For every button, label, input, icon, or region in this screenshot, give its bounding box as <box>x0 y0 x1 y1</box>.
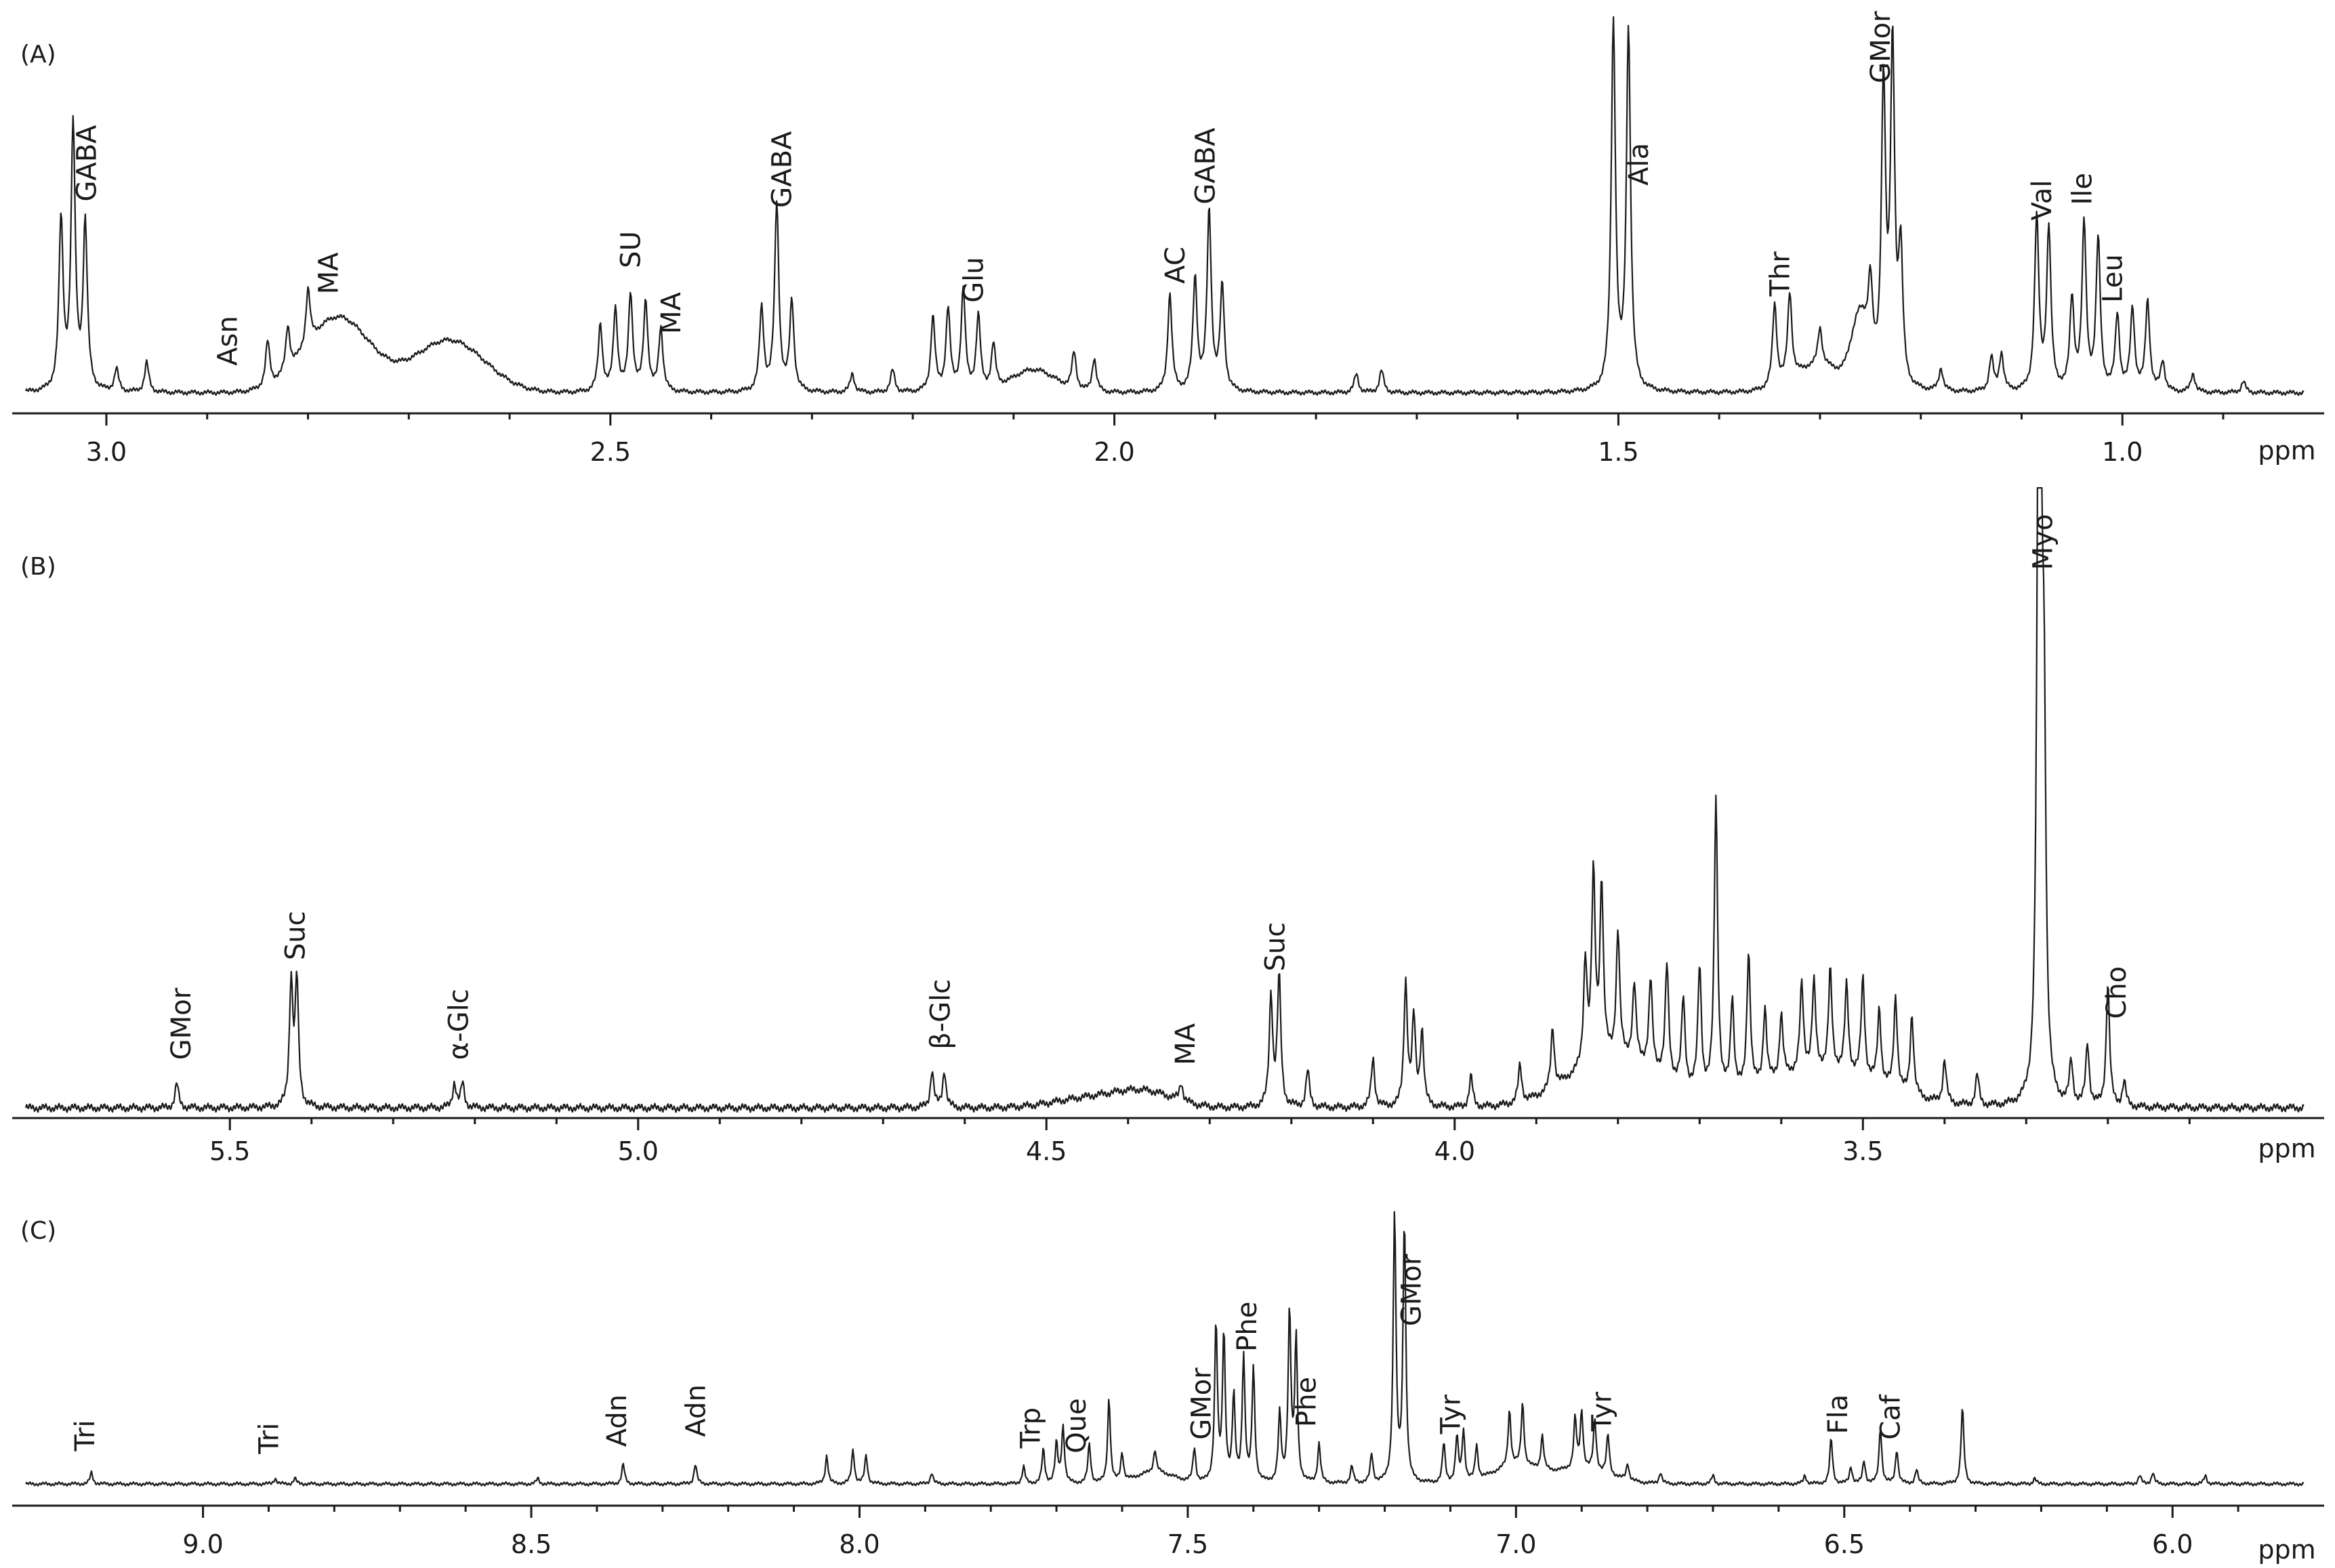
peak-label: Leu <box>2097 254 2128 303</box>
peak-label: Suc <box>1260 922 1292 972</box>
peak-label: GMor <box>1396 1254 1427 1326</box>
x-tick-label: 7.0 <box>1495 1529 1536 1559</box>
x-tick-label: 8.0 <box>839 1529 880 1559</box>
peak-label: Suc <box>281 911 312 960</box>
peak-label: Fla <box>1823 1395 1854 1435</box>
peak-label: MA <box>656 291 687 334</box>
peak-label: Tyr <box>1436 1395 1467 1435</box>
spectrum-trace <box>25 1211 2305 1487</box>
x-tick-label: 4.0 <box>1434 1136 1475 1166</box>
x-tick-label: 3.5 <box>1842 1136 1883 1166</box>
panel-b: (B) 5.5 5.0 4.5 4.0 3.5 GMor Suc α-Glc β-Glc MA S… <box>12 487 2324 1166</box>
peak-label: α-Glc <box>444 989 475 1060</box>
peak-label: Phe <box>1291 1377 1322 1427</box>
x-unit-label: ppm <box>2258 436 2315 466</box>
peak-label: GABA <box>1191 127 1222 205</box>
x-tick-label: 4.5 <box>1026 1136 1067 1166</box>
peak-label: Tyr <box>1586 1391 1617 1432</box>
x-tick-label: 6.5 <box>1824 1529 1865 1559</box>
peak-annotations: GMor Suc α-Glc β-Glc MA Suc Myo Cho <box>166 514 2132 1065</box>
x-tick-label: 3.0 <box>86 437 127 467</box>
peak-label: Tri <box>70 1420 101 1451</box>
x-tick-label: 1.0 <box>2102 437 2143 467</box>
peak-label: β-Glc <box>926 979 957 1050</box>
peak-label: Trp <box>1015 1407 1046 1449</box>
peak-annotations: Tri Tri Adn Adn Trp Que GMor Phe Phe GMor Tyr Tyr Fl… <box>70 1254 1906 1455</box>
x-tick-label: 7.5 <box>1168 1529 1208 1559</box>
peak-label: GMor <box>1186 1367 1217 1440</box>
peak-label: Que <box>1061 1398 1092 1453</box>
peak-label: Ile <box>2067 173 2099 205</box>
panel-a: (A) 3.0 2.5 2.0 1.5 1.0 GABAAsnMASUMAGABAGlu… <box>12 11 2324 467</box>
panel-c: (C) 9.0 8.5 8.0 7.5 7.0 6.5 6.0 Tri Tri Adn Adn Tr… <box>12 1211 2324 1565</box>
peak-label: Ala <box>1624 143 1655 186</box>
x-tick-label: 2.5 <box>590 437 631 467</box>
x-tick-label: 8.5 <box>511 1529 552 1559</box>
panel-label: (A) <box>20 41 56 68</box>
x-ticks: 5.5 5.0 4.5 4.0 3.5 <box>209 1118 2191 1166</box>
x-tick-label: 5.5 <box>209 1136 250 1166</box>
peak-label: Thr <box>1764 251 1796 297</box>
peak-label: Glu <box>958 257 989 302</box>
peak-label: Cho <box>2101 966 2132 1019</box>
peak-label: SU <box>616 231 647 268</box>
x-tick-label: 2.0 <box>1094 437 1134 467</box>
peak-label: Caf <box>1876 1394 1907 1439</box>
peak-label: GMor <box>1865 11 1897 83</box>
panel-label: (B) <box>20 553 56 581</box>
peak-label: Myo <box>2027 514 2059 571</box>
peak-label: GMor <box>166 987 197 1060</box>
peak-label: Asn <box>213 316 244 366</box>
panel-label: (C) <box>20 1217 56 1245</box>
x-unit-label: ppm <box>2258 1134 2315 1163</box>
x-tick-label: 5.0 <box>618 1136 659 1166</box>
peak-label: Val <box>2027 180 2058 221</box>
peak-label: GABA <box>767 131 798 208</box>
peak-label: MA <box>1170 1023 1201 1065</box>
spectrum-trace <box>24 487 2305 1113</box>
peak-label: Adn <box>680 1384 711 1437</box>
peak-label: Phe <box>1232 1302 1263 1352</box>
peak-label: Adn <box>602 1395 633 1447</box>
x-tick-label: 6.0 <box>2152 1529 2193 1559</box>
x-tick-label: 9.0 <box>182 1529 223 1559</box>
x-ticks: 3.0 2.5 2.0 1.5 1.0 <box>86 413 2225 467</box>
peak-label: GABA <box>71 125 102 202</box>
peak-label: MA <box>313 252 344 295</box>
x-tick-label: 1.5 <box>1598 437 1638 467</box>
spectrum-trace <box>24 16 2305 396</box>
peak-label: AC <box>1160 247 1191 284</box>
x-unit-label: ppm <box>2258 1535 2315 1565</box>
peak-label: Tri <box>254 1423 285 1455</box>
x-ticks: 9.0 8.5 8.0 7.5 7.0 6.5 6.0 <box>182 1506 2239 1559</box>
